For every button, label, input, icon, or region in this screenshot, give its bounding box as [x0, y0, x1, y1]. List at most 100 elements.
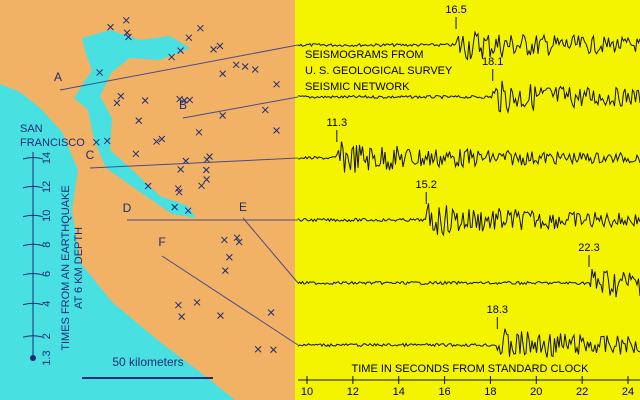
- station-cross: [123, 29, 131, 37]
- time-tick-label: 8: [41, 242, 53, 248]
- panel-title: SEISMOGRAMS FROM: [305, 49, 424, 61]
- arrival-label: 16.5: [445, 4, 466, 16]
- station-cross: [202, 166, 210, 174]
- station-cross: [158, 135, 166, 143]
- x-tick-label: 20: [530, 386, 542, 398]
- connector: [59, 44, 299, 91]
- station-cross: [197, 24, 204, 32]
- station-label: B: [179, 98, 187, 112]
- station-cross: [233, 234, 241, 242]
- time-ring: [22, 185, 44, 189]
- connector: [182, 96, 299, 119]
- station-cross: [221, 236, 228, 244]
- station-cross: [267, 309, 275, 316]
- station-cross: [216, 42, 224, 50]
- x-tick-label: 22: [576, 386, 588, 398]
- time-ring: [22, 335, 44, 338]
- station-cross: [125, 33, 132, 41]
- land: [0, 0, 295, 400]
- seismogram-trace: [297, 328, 640, 358]
- station-cross: [174, 185, 182, 192]
- time-tick-label: 1.3: [41, 350, 53, 365]
- axis-label: TIME IN SECONDS FROM STANDARD CLOCK: [352, 363, 590, 375]
- station-cross: [254, 345, 262, 353]
- station-cross: [178, 313, 186, 320]
- station-label: E: [239, 200, 247, 214]
- station-cross: [184, 207, 192, 215]
- station-cross: [221, 267, 229, 275]
- station-cross: [186, 96, 194, 104]
- time-ring: [22, 214, 44, 218]
- x-tick-label: 16: [438, 386, 450, 398]
- station-cross: [261, 106, 269, 114]
- station-cross: [96, 69, 103, 76]
- station-cross: [235, 238, 243, 246]
- seismogram-trace: [297, 30, 640, 61]
- station-cross: [195, 128, 203, 136]
- panel-title: U. S. GEOLOGICAL SURVEY: [305, 65, 453, 77]
- connector: [89, 157, 299, 169]
- time-ring: [22, 156, 44, 160]
- time-ring: [22, 243, 44, 247]
- station-cross: [132, 150, 140, 158]
- arrival-label: 18.1: [482, 56, 503, 68]
- seismogram-trace: [298, 141, 640, 173]
- station-cross: [177, 166, 184, 173]
- station-cross: [241, 63, 249, 70]
- seismogram-panel: [295, 0, 640, 400]
- station-cross: [171, 203, 179, 211]
- station-cross: [141, 97, 149, 104]
- time-tick-label: 14: [41, 152, 53, 164]
- time-tick-label: 6: [41, 271, 53, 277]
- time-tick-label: 4: [41, 301, 53, 307]
- time-tick-label: 2: [41, 333, 53, 339]
- station-cross: [153, 138, 160, 145]
- station-label: F: [158, 235, 165, 249]
- station-cross: [232, 61, 240, 69]
- epicenter: [30, 355, 36, 361]
- station-cross: [225, 253, 233, 261]
- time-ring: [22, 302, 44, 306]
- station-cross: [177, 47, 184, 55]
- station-cross: [117, 92, 125, 100]
- time-ring: [22, 272, 44, 276]
- station-cross: [113, 99, 121, 107]
- arrival-label: 11.3: [327, 117, 348, 129]
- arrival-label: 22.3: [578, 242, 599, 254]
- connector: [161, 255, 299, 346]
- station-cross: [217, 312, 224, 320]
- station-cross: [219, 112, 227, 119]
- station-cross: [251, 66, 259, 73]
- station-cross: [210, 46, 217, 53]
- station-cross: [181, 96, 188, 104]
- station-cross: [203, 176, 210, 183]
- station-label: D: [123, 201, 132, 215]
- station-cross: [168, 53, 175, 61]
- station-cross: [273, 127, 280, 134]
- connector: [242, 217, 299, 284]
- scale-label: 50 kilometers: [112, 355, 183, 369]
- station-cross: [185, 34, 193, 42]
- seismogram-trace: [297, 269, 640, 298]
- time-tick-label: 12: [41, 181, 53, 193]
- time-caption: AT 6 KM DEPTH: [73, 227, 85, 309]
- arrival-label: 18.3: [487, 304, 508, 316]
- station-cross: [206, 153, 213, 160]
- station-cross: [122, 16, 130, 24]
- x-tick-label: 24: [622, 386, 634, 398]
- x-tick-label: 10: [301, 386, 313, 398]
- seismogram-trace: [297, 203, 640, 237]
- x-tick-label: 18: [484, 386, 496, 398]
- bay: [74, 30, 196, 218]
- station-cross: [198, 182, 205, 190]
- station-label: C: [86, 148, 95, 162]
- city-label: FRANCISCO: [20, 137, 85, 149]
- panel-title: SEISMIC NETWORK: [305, 81, 410, 93]
- station-cross: [92, 138, 100, 146]
- x-tick-label: 14: [393, 386, 405, 398]
- station-cross: [175, 301, 182, 309]
- station-cross: [135, 117, 143, 125]
- station-cross: [144, 182, 152, 190]
- arrival-label: 15.2: [416, 179, 437, 191]
